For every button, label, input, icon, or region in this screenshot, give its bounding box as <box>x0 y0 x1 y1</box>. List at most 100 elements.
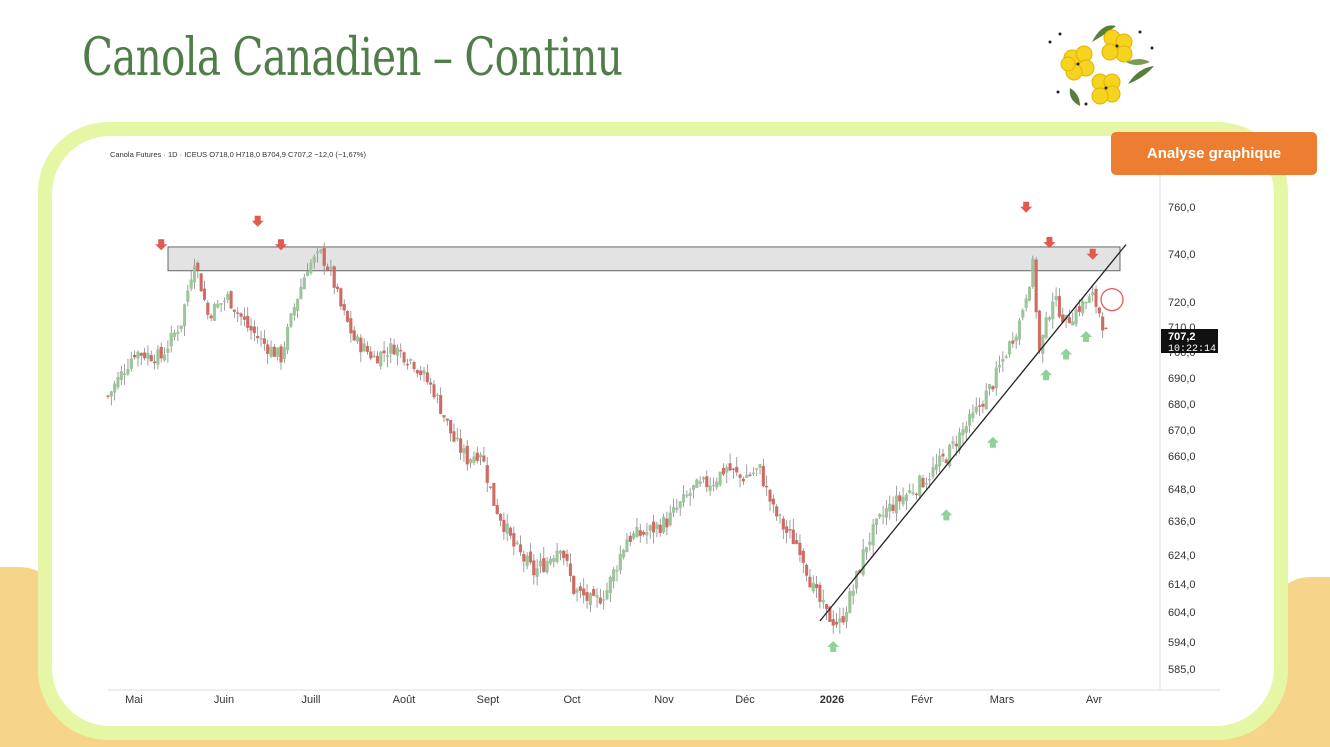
down-arrow-icon <box>274 239 287 251</box>
candle-body <box>1024 298 1028 308</box>
candle-body <box>445 418 449 421</box>
candle-body <box>1097 307 1101 314</box>
candle-body <box>236 312 240 314</box>
candle-body <box>465 445 469 465</box>
candle-body <box>801 550 805 563</box>
down-arrow-icon <box>251 215 264 227</box>
candle-body <box>452 431 456 442</box>
candle-body <box>781 518 785 530</box>
candle-body <box>355 336 360 342</box>
candle-body <box>335 286 340 290</box>
candle-body <box>628 535 632 542</box>
candle-body <box>685 494 689 497</box>
candle-body <box>399 350 403 352</box>
candle-body <box>638 530 642 536</box>
candle-body <box>1021 310 1025 318</box>
candle-body <box>785 526 789 533</box>
candle-body <box>618 553 622 571</box>
candle-body <box>1074 309 1078 325</box>
candle-body <box>422 370 426 374</box>
candle-body <box>206 302 210 315</box>
y-tick-label: 670,0 <box>1168 425 1196 437</box>
y-tick-label: 690,0 <box>1168 373 1196 385</box>
candle-body <box>994 367 998 389</box>
candle-body <box>665 518 669 528</box>
candle-body <box>256 336 260 339</box>
candle-body <box>798 542 802 556</box>
candle-body <box>149 354 153 362</box>
candle-body <box>455 437 459 440</box>
candle-body <box>212 304 217 321</box>
candle-body <box>642 531 646 535</box>
candle-body <box>459 438 463 453</box>
candle-body <box>951 441 955 444</box>
up-arrow-icon <box>1080 331 1093 342</box>
candle-body <box>153 361 157 364</box>
candle-body <box>515 542 519 544</box>
candle-body <box>791 529 795 545</box>
candle-body <box>838 618 842 623</box>
candle-body <box>681 494 686 503</box>
candle-body <box>954 443 958 447</box>
candle-body <box>788 529 792 531</box>
candle-body <box>938 455 942 467</box>
candle-body <box>249 325 253 331</box>
candle-body <box>758 464 762 469</box>
candle-body <box>971 412 975 419</box>
candle-body <box>711 484 716 487</box>
candle-body <box>911 492 915 494</box>
candle-body <box>908 489 912 494</box>
candle-body <box>1051 301 1055 320</box>
candle-body <box>552 558 556 562</box>
down-arrow-icon <box>1086 248 1099 260</box>
candle-body <box>199 273 203 292</box>
x-tick-label: Nov <box>654 694 674 706</box>
candle-body <box>548 558 552 564</box>
candle-body <box>469 459 473 464</box>
candle-body <box>861 549 865 575</box>
candle-body <box>592 589 596 596</box>
candle-body <box>698 481 702 484</box>
candle-body <box>522 554 526 562</box>
candle-body <box>948 444 952 467</box>
candle-body <box>941 453 945 457</box>
candle-body <box>392 344 396 355</box>
candle-body <box>728 463 732 471</box>
candle-body <box>901 496 905 505</box>
candle-body <box>485 465 489 483</box>
candle-body <box>612 569 616 582</box>
candle-body <box>921 478 925 488</box>
candle-body <box>342 304 346 311</box>
y-tick-label: 624,0 <box>1168 550 1196 562</box>
candle-body <box>146 352 150 359</box>
candle-body <box>435 394 439 397</box>
candle-body <box>379 351 383 367</box>
y-tick-label: 585,0 <box>1168 664 1196 676</box>
candle-body <box>472 456 476 463</box>
candle-body <box>1014 336 1018 342</box>
candle-body <box>841 616 845 623</box>
x-tick-label: Août <box>393 694 416 706</box>
candle-body <box>632 533 636 539</box>
candle-body <box>262 338 266 344</box>
candle-body <box>655 523 659 529</box>
candle-body <box>538 560 543 567</box>
candle-body <box>844 612 849 622</box>
candle-body <box>535 568 539 578</box>
chart-frame <box>52 136 1274 726</box>
candle-body <box>568 563 572 577</box>
candle-body <box>299 286 303 299</box>
candle-body <box>1071 321 1075 326</box>
candle-body <box>359 337 363 353</box>
candle-body <box>239 313 243 317</box>
candle-body <box>113 383 117 393</box>
candle-body <box>246 315 250 328</box>
candle-body <box>678 501 682 508</box>
candle-body <box>898 495 902 502</box>
candle-body <box>389 343 393 354</box>
candle-body <box>828 606 832 622</box>
candle-body <box>924 483 928 485</box>
candle-body <box>645 532 649 536</box>
candle-body <box>129 358 133 369</box>
candle-body <box>585 592 589 601</box>
